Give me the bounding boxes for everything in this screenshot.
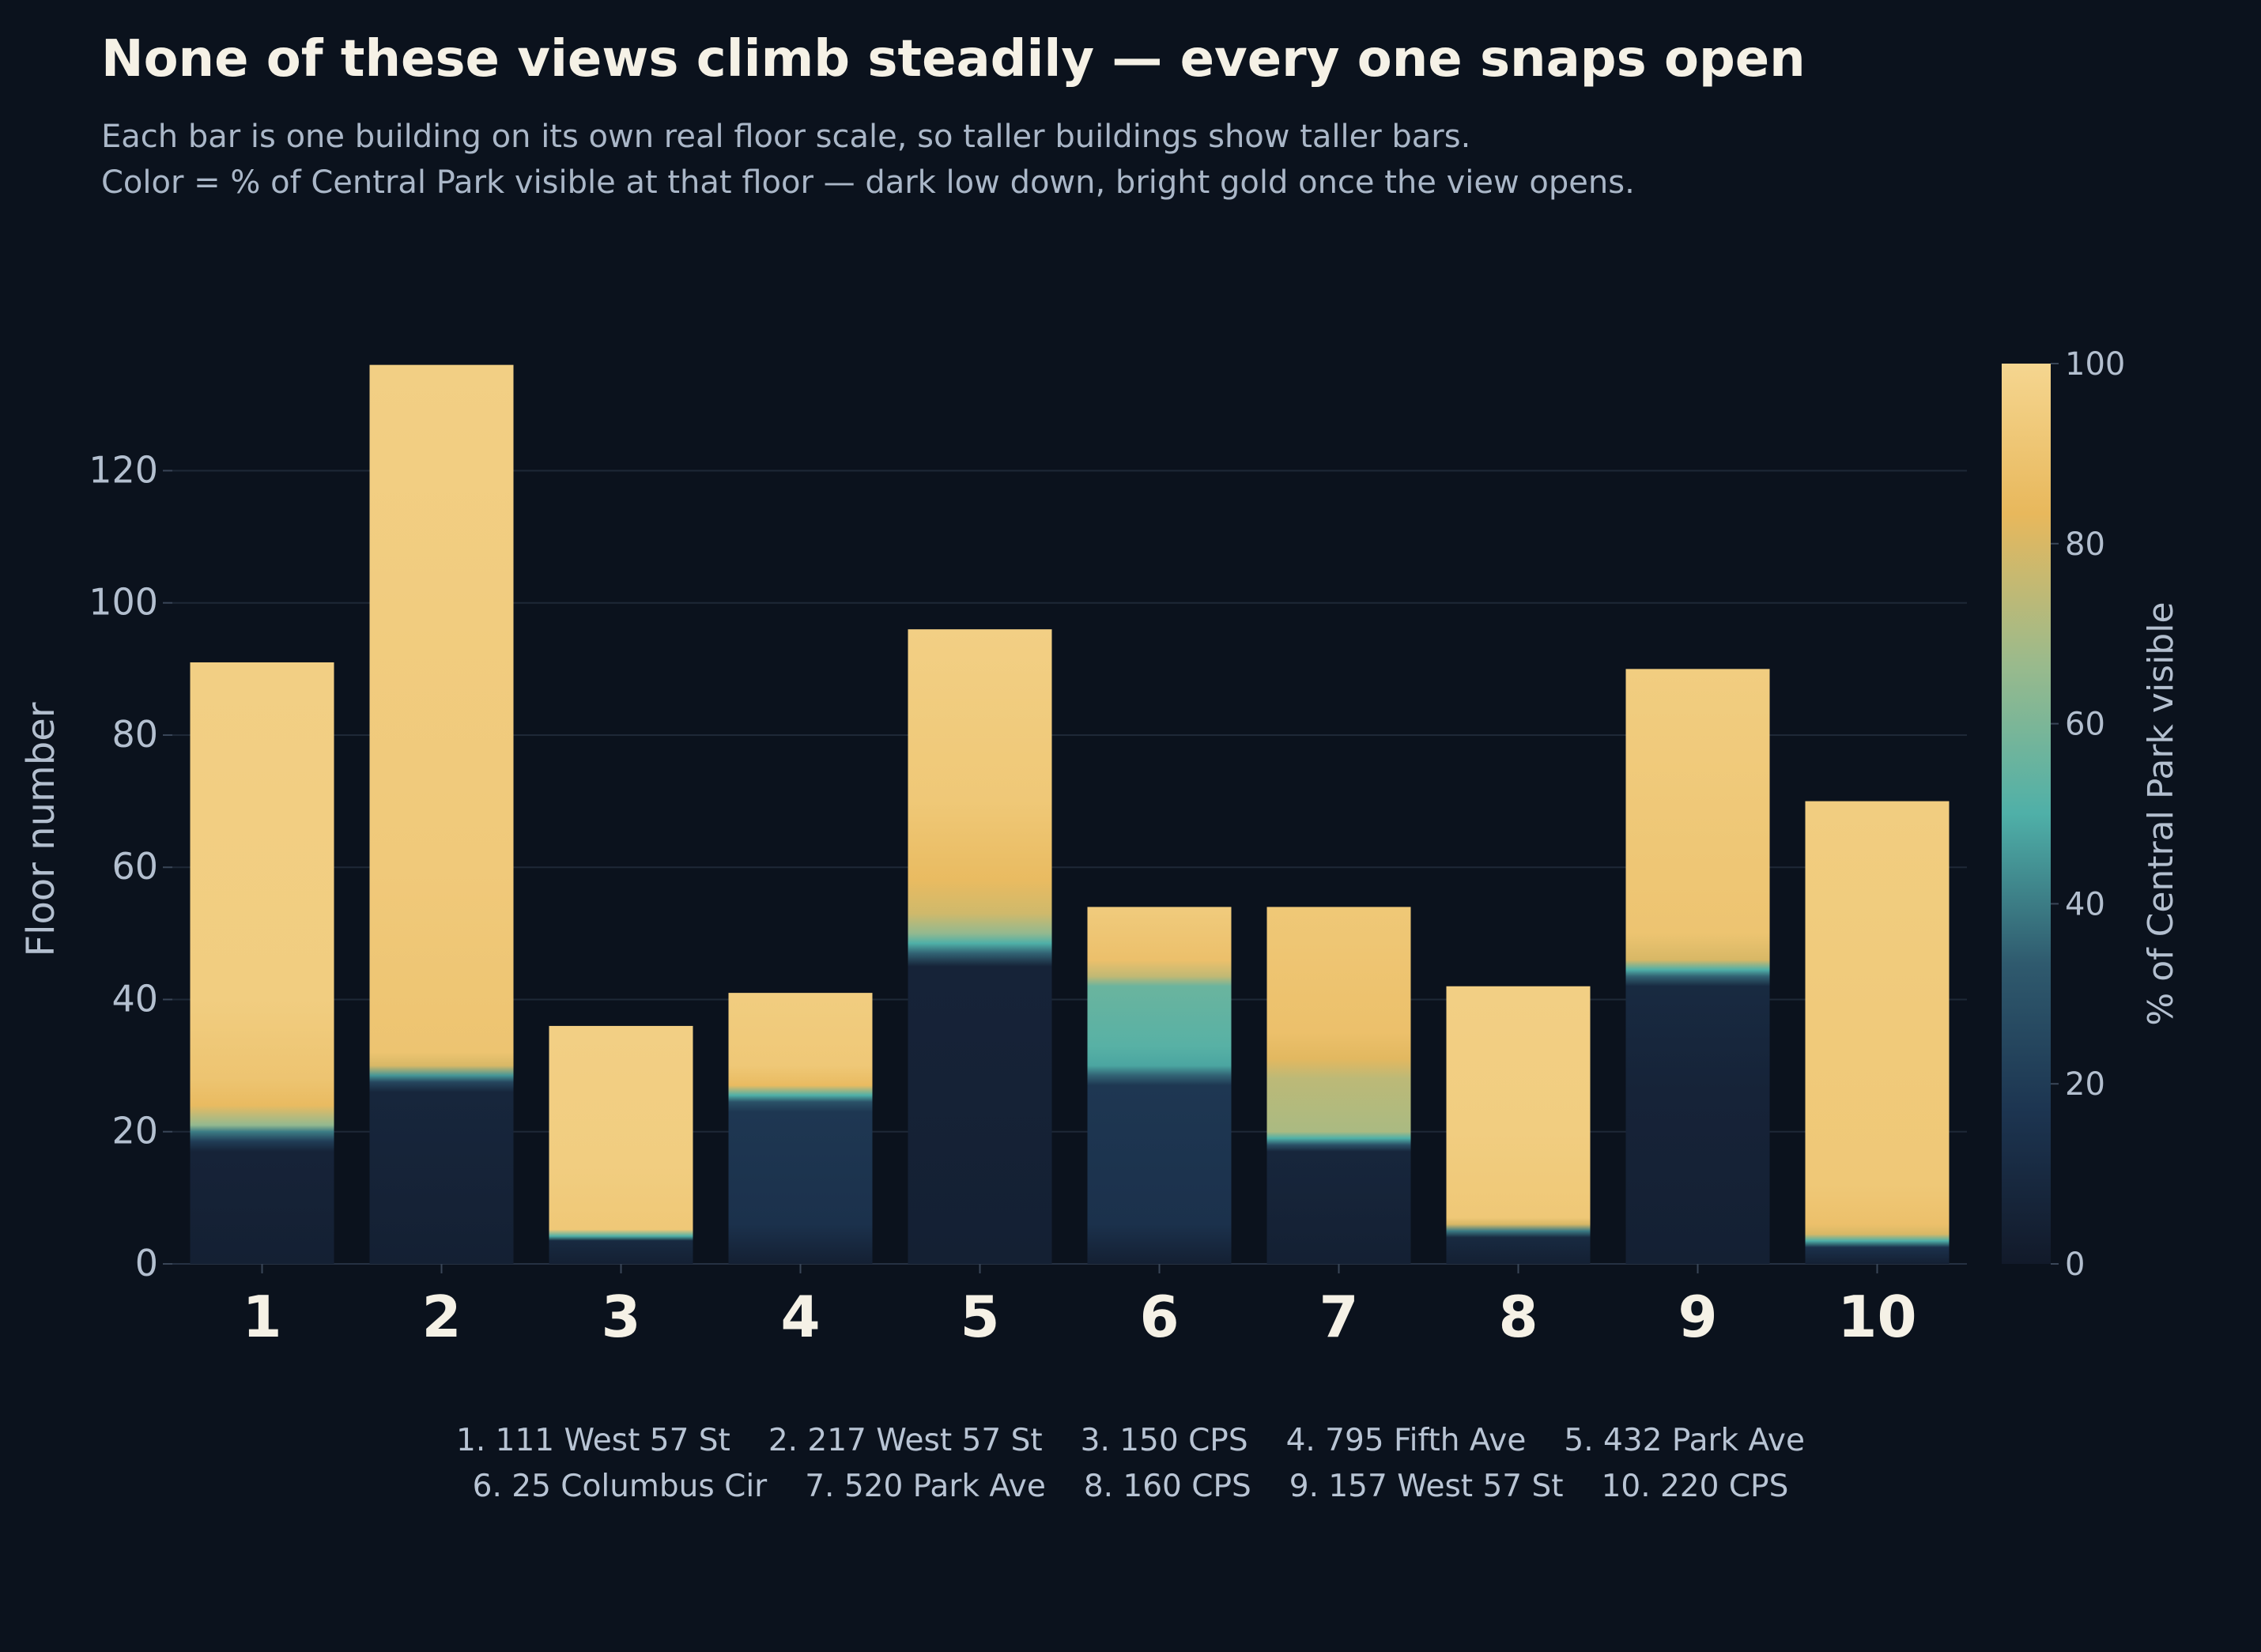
y-axis-label: Floor number — [19, 702, 63, 956]
bar-building-7 — [1266, 907, 1411, 1264]
y-tick-label: 120 — [89, 448, 158, 491]
x-tick-label-1: 1 — [242, 1284, 281, 1344]
y-tick-label: 60 — [111, 845, 158, 888]
building-key-item-10: 10. 220 CPS — [1601, 1469, 1789, 1504]
bar-building-2 — [369, 364, 514, 1265]
building-key-row-1: 1. 111 West 57 St 2. 217 West 57 St 3. 150… — [0, 1423, 2261, 1458]
x-tick-label-4: 4 — [780, 1284, 820, 1344]
colorbar-tick-label: 20 — [2065, 1066, 2105, 1103]
bar-building-9 — [1625, 669, 1770, 1264]
colorbar: 0 20 40 60 80 100 % of Central Park visible — [2002, 346, 2181, 1283]
bar-building-4 — [728, 993, 873, 1264]
x-tick-label-6: 6 — [1139, 1284, 1179, 1344]
y-tick-label: 20 — [111, 1110, 158, 1152]
x-axis: 1 2 3 4 5 6 7 8 9 10 — [242, 1264, 1917, 1344]
chart-subtitle-line-1: Each bar is one building on its own real… — [101, 119, 1471, 155]
colorbar-label: % of Central Park visible — [2141, 602, 2181, 1025]
colorbar-tick-label: 60 — [2065, 707, 2105, 743]
y-tick-label: 100 — [89, 581, 158, 624]
building-key-item-2: 2. 217 West 57 St — [768, 1423, 1043, 1458]
chart-title: None of these views climb steadily — eve… — [101, 30, 1806, 89]
y-tick-label: 40 — [111, 977, 158, 1020]
bar-building-3 — [549, 1025, 693, 1264]
y-axis: 0 20 40 60 80 100 120 Floor number — [19, 448, 172, 1284]
building-key-item-1: 1. 111 West 57 St — [456, 1423, 730, 1458]
bar-building-1 — [190, 662, 334, 1264]
building-key-row-2: 6. 25 Columbus Cir 7. 520 Park Ave 8. 160 … — [0, 1469, 2261, 1504]
bars-group — [190, 364, 1950, 1265]
y-tick-label: 80 — [111, 713, 158, 756]
building-key-item-8: 8. 160 CPS — [1083, 1469, 1251, 1504]
colorbar-tick-label: 40 — [2065, 886, 2105, 922]
chart-subtitle-line-2: Color = % of Central Park visible at tha… — [101, 164, 1635, 201]
x-tick-label-9: 9 — [1678, 1284, 1717, 1344]
x-tick-label-10: 10 — [1837, 1284, 1916, 1344]
bar-building-10 — [1805, 801, 1950, 1264]
bar-building-8 — [1446, 986, 1591, 1264]
building-key-item-7: 7. 520 Park Ave — [805, 1469, 1046, 1504]
building-key-item-9: 9. 157 West 57 St — [1289, 1469, 1564, 1504]
building-key-item-3: 3. 150 CPS — [1080, 1423, 1248, 1458]
colorbar-scale — [2002, 364, 2051, 1264]
building-key-item-4: 4. 795 Fifth Ave — [1285, 1423, 1527, 1458]
bar-building-5 — [908, 629, 1052, 1264]
x-tick-label-2: 2 — [421, 1284, 461, 1344]
x-tick-label-8: 8 — [1498, 1284, 1538, 1344]
x-tick-label-3: 3 — [601, 1284, 640, 1344]
y-tick-label: 0 — [135, 1242, 158, 1284]
colorbar-tick-label: 80 — [2065, 526, 2105, 563]
building-key-item-5: 5. 432 Park Ave — [1564, 1423, 1805, 1458]
colorbar-tick-label: 0 — [2065, 1247, 2085, 1283]
colorbar-tick-label: 100 — [2065, 346, 2125, 383]
x-tick-label-7: 7 — [1319, 1284, 1358, 1344]
building-key-item-6: 6. 25 Columbus Cir — [472, 1469, 768, 1504]
bar-building-6 — [1087, 907, 1232, 1264]
x-tick-label-5: 5 — [960, 1284, 999, 1344]
